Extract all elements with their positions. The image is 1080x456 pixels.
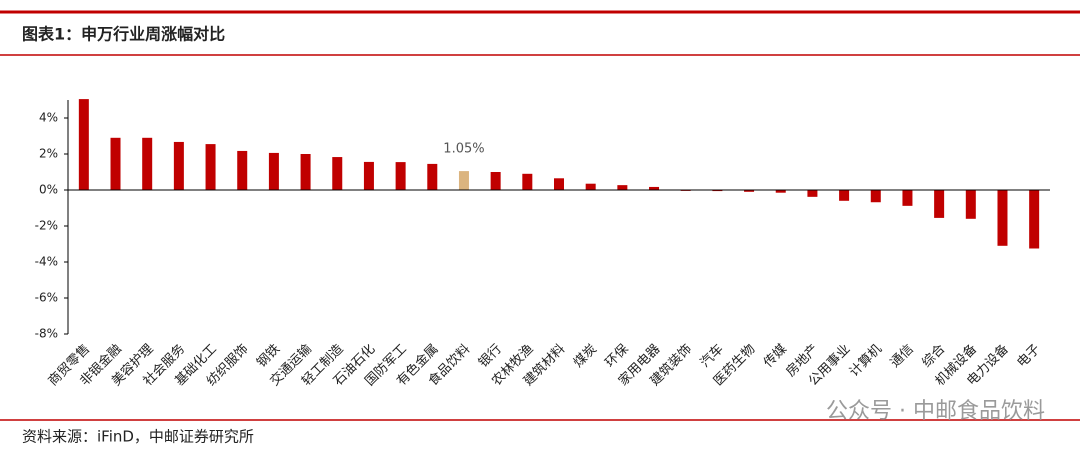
- source: 资料来源：iFinD，中邮证券研究所: [22, 428, 254, 446]
- bar: [205, 144, 216, 190]
- bar: [78, 99, 89, 190]
- bar: [997, 190, 1008, 246]
- bar: [870, 190, 881, 203]
- y-tick-label: -8%: [35, 327, 58, 341]
- y-tick-label: 2%: [39, 147, 58, 161]
- bar: [839, 190, 850, 201]
- bar: [585, 183, 596, 190]
- bar: [395, 162, 406, 190]
- watermark: 公众号 · 中邮食品饮料: [826, 399, 1045, 424]
- bar: [934, 190, 945, 218]
- y-tick-label: 0%: [39, 183, 58, 197]
- bar: [427, 163, 438, 190]
- bar: [332, 157, 343, 190]
- bar: [744, 190, 755, 192]
- bar: [458, 171, 469, 190]
- title: 图表1：申万行业周涨幅对比: [22, 25, 225, 44]
- y-tick-label: -4%: [35, 255, 58, 269]
- bar: [649, 186, 660, 190]
- y-tick-label: 4%: [39, 111, 58, 125]
- y-tick-label: -2%: [35, 219, 58, 233]
- bar: [173, 141, 184, 190]
- bar: [363, 161, 374, 190]
- bar: [237, 150, 248, 190]
- y-tick-label: -6%: [35, 291, 58, 305]
- bar: [268, 152, 279, 190]
- bar: [902, 190, 913, 206]
- bar: [617, 185, 628, 190]
- bar: [300, 154, 311, 190]
- bar: [110, 137, 121, 190]
- bar: [1029, 190, 1040, 249]
- bar: [554, 178, 564, 190]
- bar: [807, 190, 818, 197]
- x-tick-label: 通信: [888, 342, 917, 371]
- x-tick-label: 煤炭: [571, 342, 600, 371]
- bar: [712, 190, 723, 192]
- x-tick-label: 计算机: [847, 342, 885, 380]
- bar: [775, 190, 786, 193]
- x-tick-label: 电子: [1014, 342, 1043, 371]
- value-label: 1.05%: [443, 142, 484, 157]
- bar: [490, 172, 501, 190]
- bar: [965, 190, 976, 219]
- bar: [142, 137, 153, 190]
- bar: [522, 173, 533, 190]
